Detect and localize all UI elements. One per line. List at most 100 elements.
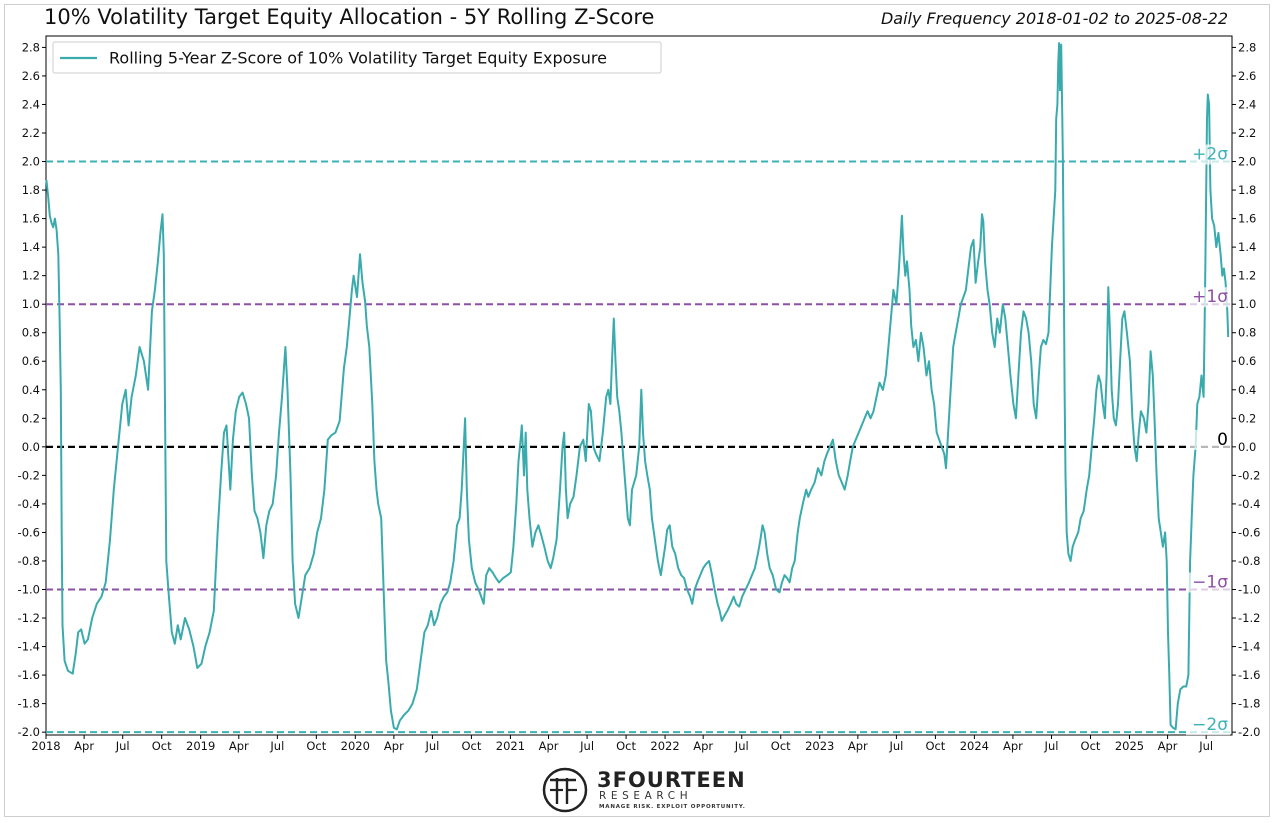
reference-label: −1σ	[1192, 572, 1228, 592]
y-tick-label-left: -0.2	[18, 468, 40, 482]
x-tick-label: 2025	[1115, 739, 1144, 753]
reference-label-group: +2σ	[1186, 144, 1230, 165]
x-tick-label: Oct	[1081, 739, 1101, 753]
y-tick-label-left: 2.8	[22, 40, 40, 54]
x-tick-label: Jul	[888, 739, 903, 753]
legend-label: Rolling 5-Year Z-Score of 10% Volatility…	[109, 49, 607, 68]
series-layer	[45, 42, 1230, 731]
y-tick-label-left: 2.2	[22, 126, 40, 140]
reference-label: 0	[1217, 430, 1228, 450]
y-tick-label-right: -1.0	[1238, 582, 1260, 596]
y-tick-label-left: -1.8	[18, 697, 40, 711]
chart-title: 10% Volatility Target Equity Allocation …	[44, 5, 655, 29]
y-tick-label-left: 2.0	[22, 155, 40, 169]
reference-label: −2σ	[1192, 715, 1228, 735]
y-tick-label-right: 1.6	[1238, 212, 1256, 226]
y-tick-label-right: -0.4	[1238, 497, 1260, 511]
y-tick-label-right: 2.2	[1238, 126, 1256, 140]
x-tick-label: Jul	[579, 739, 594, 753]
y-tick-label-left: 1.4	[22, 240, 40, 254]
y-tick-label-left: -1.0	[18, 582, 40, 596]
x-tick-label: 2018	[31, 739, 60, 753]
y-tick-label-right: 1.0	[1238, 297, 1256, 311]
y-tick-label-left: 0.0	[22, 440, 40, 454]
x-tick-label: Oct	[306, 739, 326, 753]
y-tick-label-right: -0.8	[1238, 554, 1260, 568]
reference-label-group: +1σ	[1186, 287, 1230, 308]
logo-name: 3FOURTEEN	[597, 768, 746, 792]
y-tick-label-right: 0.0	[1238, 440, 1256, 454]
y-tick-label-left: 1.8	[22, 183, 40, 197]
x-tick-label: Oct	[152, 739, 172, 753]
y-tick-label-left: 1.6	[22, 212, 40, 226]
series-line	[45, 42, 1230, 731]
reference-label-group: −1σ	[1186, 572, 1230, 593]
x-tick-label: 2021	[496, 739, 525, 753]
x-tick-label: 2023	[805, 739, 834, 753]
y-tick-label-right: 1.4	[1238, 240, 1256, 254]
reference-label-group: 0	[1186, 429, 1230, 450]
x-tick-label: Oct	[461, 739, 481, 753]
axes: -2.0 -2.0 -1.8 -1.8 -1.6 -1.6 -1.4 -1.4 -1.2 -1.2…	[18, 40, 1261, 753]
x-tick-label: Apr	[229, 739, 249, 753]
y-tick-label-right: 2.6	[1238, 69, 1256, 83]
logo-subtitle: RESEARCH	[599, 790, 693, 802]
reference-label-bg	[1186, 715, 1230, 736]
reference-label-group: −2σ	[1186, 715, 1230, 736]
y-tick-label-right: 1.8	[1238, 183, 1256, 197]
x-tick-label: Jul	[734, 739, 749, 753]
x-tick-label: 2020	[341, 739, 370, 753]
chart-frame	[4, 4, 1270, 817]
logo-mark-icon	[542, 767, 588, 813]
x-tick-label: 2022	[650, 739, 679, 753]
legend-box	[52, 41, 662, 74]
y-tick-label-right: -2.0	[1238, 725, 1260, 739]
y-tick-label-left: -0.8	[18, 554, 40, 568]
x-tick-label: Oct	[771, 739, 791, 753]
reference-label: +2σ	[1192, 145, 1228, 165]
reference-labels: +2σ +1σ 0 −1σ −2σ	[1186, 144, 1230, 736]
y-tick-label-left: -1.6	[18, 668, 40, 682]
x-tick-label: Apr	[384, 739, 404, 753]
y-tick-label-left: 1.2	[22, 269, 40, 283]
y-tick-label-left: 1.0	[22, 297, 40, 311]
x-tick-label: Jul	[269, 739, 284, 753]
y-tick-label-right: -1.2	[1238, 611, 1260, 625]
reference-label: +1σ	[1192, 287, 1228, 307]
x-tick-label: Apr	[1003, 739, 1023, 753]
x-tick-label: Apr	[693, 739, 713, 753]
x-tick-label: Apr	[74, 739, 94, 753]
y-tick-label-left: 2.4	[22, 97, 40, 111]
reference-label-bg	[1186, 429, 1230, 450]
x-tick-label: Oct	[925, 739, 945, 753]
y-tick-label-right: 2.4	[1238, 97, 1256, 111]
x-tick-label: Apr	[1158, 739, 1178, 753]
y-tick-label-right: 0.4	[1238, 383, 1256, 397]
x-tick-label: Apr	[848, 739, 868, 753]
y-tick-label-right: 0.8	[1238, 326, 1256, 340]
y-tick-label-right: 2.0	[1238, 155, 1256, 169]
plot-area	[45, 35, 1233, 736]
y-tick-label-left: 0.6	[22, 354, 40, 368]
y-tick-label-right: 1.2	[1238, 269, 1256, 283]
x-tick-label: 2019	[186, 739, 215, 753]
legend: Rolling 5-Year Z-Score of 10% Volatility…	[52, 41, 662, 74]
y-tick-label-right: 0.2	[1238, 411, 1256, 425]
y-tick-label-left: -1.4	[18, 640, 40, 654]
reference-label-bg	[1186, 287, 1230, 308]
reference-label-bg	[1186, 572, 1230, 593]
y-tick-label-right: -0.6	[1238, 525, 1260, 539]
x-tick-label: Jul	[1198, 739, 1213, 753]
x-tick-label: Jul	[115, 739, 130, 753]
y-tick-label-left: 0.8	[22, 326, 40, 340]
y-tick-label-right: 2.8	[1238, 40, 1256, 54]
y-tick-label-left: -2.0	[18, 725, 40, 739]
x-tick-label: Jul	[424, 739, 439, 753]
x-tick-label: Oct	[616, 739, 636, 753]
chart-subtitle: Daily Frequency 2018-01-02 to 2025-08-22	[880, 9, 1228, 28]
y-tick-label-left: 0.2	[22, 411, 40, 425]
x-tick-label: Apr	[539, 739, 559, 753]
y-tick-label-left: 2.6	[22, 69, 40, 83]
y-tick-label-left: -0.6	[18, 525, 40, 539]
